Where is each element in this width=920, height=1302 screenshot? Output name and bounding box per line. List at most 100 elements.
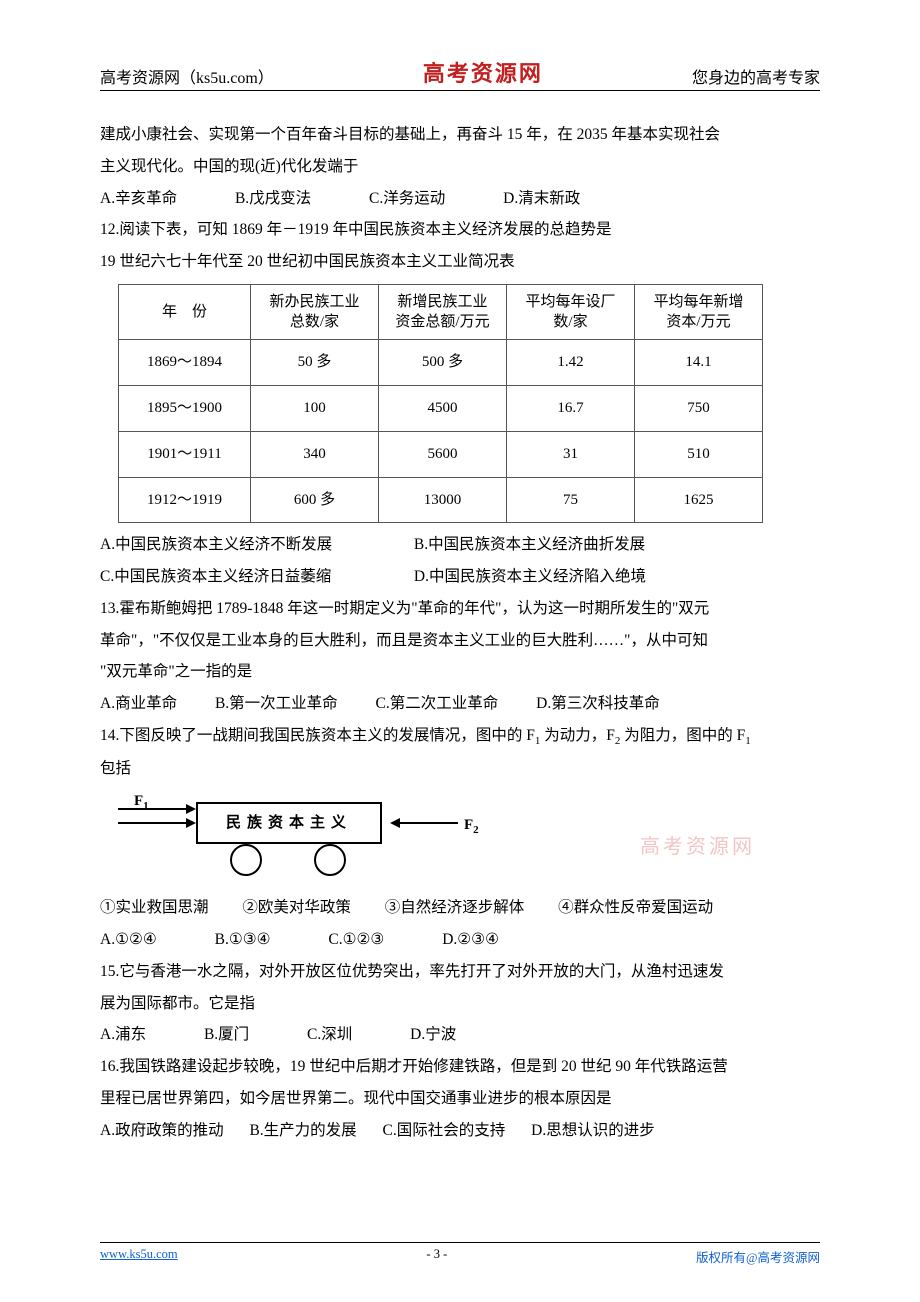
q14-line2: 包括: [100, 753, 820, 785]
q11-opt-b: B.戊戌变法: [235, 183, 311, 215]
q13-opt-d: D.第三次科技革命: [536, 688, 660, 720]
cell: 14.1: [635, 340, 763, 386]
q13-line3: "双元革命"之一指的是: [100, 656, 820, 688]
q14-item-2: ②欧美对华政策: [242, 892, 351, 924]
q13-line2: 革命"，"不仅仅是工业本身的巨大胜利，而且是资本主义工业的巨大胜利……"，从中可…: [100, 625, 820, 657]
q14-opt-c: C.①②③: [328, 924, 384, 956]
q14-item-1: ①实业救国思潮: [100, 892, 209, 924]
q16-line2: 里程已居世界第四，如今居世界第二。现代中国交通事业进步的根本原因是: [100, 1083, 820, 1115]
q11-options: A.辛亥革命 B.戊戌变法 C.洋务运动 D.清末新政: [100, 183, 820, 215]
cell: 4500: [379, 386, 507, 432]
q14-opt-d: D.②③④: [442, 924, 499, 956]
q14-opt-b: B.①③④: [215, 924, 271, 956]
th-capital: 新增民族工业资金总额/万元: [379, 284, 507, 340]
cell: 75: [507, 477, 635, 523]
q12-opt-c: C.中国民族资本主义经济日益萎缩: [100, 561, 410, 593]
cell: 1901～1911: [119, 431, 251, 477]
cell: 510: [635, 431, 763, 477]
table-header-row: 年 份 新办民族工业总数/家 新增民族工业资金总额/万元 平均每年设厂数/家 平…: [119, 284, 763, 340]
f2-label: F2: [464, 810, 479, 842]
cell: 1869～1894: [119, 340, 251, 386]
arrow-f2-head: [390, 818, 400, 828]
footer-copyright: 版权所有@高考资源网: [696, 1247, 820, 1266]
page-header: 高考资源网（ks5u.com） 高考资源网 您身边的高考专家: [100, 56, 820, 91]
q12-opt-a: A.中国民族资本主义经济不断发展: [100, 529, 410, 561]
table-row: 1869～1894 50 多 500 多 1.42 14.1: [119, 340, 763, 386]
q16-line1: 16.我国铁路建设起步较晚，19 世纪中后期才开始修建铁路，但是到 20 世纪 …: [100, 1051, 820, 1083]
th-total: 新办民族工业总数/家: [251, 284, 379, 340]
q14-item-4: ④群众性反帝爱国运动: [558, 892, 713, 924]
q11-tail-line1: 建成小康社会、实现第一个百年奋斗目标的基础上，再奋斗 15 年，在 2035 年…: [100, 119, 820, 151]
arrow-f1-top-head: [186, 804, 196, 814]
q15-opt-b: B.厦门: [204, 1019, 249, 1051]
q14-opt-a: A.①②④: [100, 924, 157, 956]
q12-options-row1: A.中国民族资本主义经济不断发展 B.中国民族资本主义经济曲折发展: [100, 529, 820, 561]
arrow-f1-bottom-head: [186, 818, 196, 828]
document-body: 建成小康社会、实现第一个百年奋斗目标的基础上，再奋斗 15 年，在 2035 年…: [100, 119, 820, 1146]
q16-opt-b: B.生产力的发展: [249, 1115, 356, 1147]
cell: 100: [251, 386, 379, 432]
q15-options: A.浦东 B.厦门 C.深圳 D.宁波: [100, 1019, 820, 1051]
q16-opt-a: A.政府政策的推动: [100, 1115, 224, 1147]
q11-opt-d: D.清末新政: [503, 183, 580, 215]
cell: 340: [251, 431, 379, 477]
th-year: 年 份: [119, 284, 251, 340]
cell: 1625: [635, 477, 763, 523]
header-center-logo: 高考资源网: [423, 56, 543, 88]
f1-label: F1: [134, 786, 149, 818]
cell: 500 多: [379, 340, 507, 386]
header-right: 您身边的高考专家: [692, 64, 820, 88]
arrow-f2: [400, 822, 458, 824]
arrow-f1-bottom: [118, 822, 188, 824]
watermark-text: 高考资源网: [640, 827, 755, 868]
header-left: 高考资源网（ks5u.com）: [100, 64, 274, 88]
cell: 5600: [379, 431, 507, 477]
q13-opt-b: B.第一次工业革命: [215, 688, 338, 720]
wheel-icon: [314, 844, 346, 876]
cell: 13000: [379, 477, 507, 523]
q13-options: A.商业革命 B.第一次工业革命 C.第二次工业革命 D.第三次科技革命: [100, 688, 820, 720]
q11-opt-c: C.洋务运动: [369, 183, 445, 215]
cell: 750: [635, 386, 763, 432]
q15-line1: 15.它与香港一水之隔，对外开放区位优势突出，率先打开了对外开放的大门，从渔村迅…: [100, 956, 820, 988]
footer-url[interactable]: www.ks5u.com: [100, 1247, 178, 1266]
q15-opt-d: D.宁波: [410, 1019, 456, 1051]
th-avg-capital: 平均每年新增资本/万元: [635, 284, 763, 340]
q12-opt-b: B.中国民族资本主义经济曲折发展: [414, 536, 645, 553]
table-row: 1901～1911 340 5600 31 510: [119, 431, 763, 477]
q15-line2: 展为国际都市。它是指: [100, 988, 820, 1020]
page-footer: www.ks5u.com - 3 - 版权所有@高考资源网: [100, 1242, 820, 1266]
q11-tail-line2: 主义现代化。中国的现(近)代化发端于: [100, 151, 820, 183]
q13-line1: 13.霍布斯鲍姆把 1789-1848 年这一时期定义为"革命的年代"，认为这一…: [100, 593, 820, 625]
q14-line1: 14.下图反映了一战期间我国民族资本主义的发展情况，图中的 F1 为动力，F2 …: [100, 720, 820, 753]
q16-opt-d: D.思想认识的进步: [531, 1115, 655, 1147]
q12-caption: 19 世纪六七十年代至 20 世纪初中国民族资本主义工业简况表: [100, 246, 820, 278]
q12-stem: 12.阅读下表，可知 1869 年－1919 年中国民族资本主义经济发展的总趋势…: [100, 214, 820, 246]
footer-page-number: - 3 -: [426, 1247, 447, 1266]
q14-items: ①实业救国思潮 ②欧美对华政策 ③自然经济逐步解体 ④群众性反帝爱国运动: [100, 892, 820, 924]
cell: 16.7: [507, 386, 635, 432]
arrow-f1-top: [118, 808, 188, 810]
cell: 1.42: [507, 340, 635, 386]
diagram-box: 民族资本主义: [196, 802, 382, 844]
q16-options: A.政府政策的推动 B.生产力的发展 C.国际社会的支持 D.思想认识的进步: [100, 1115, 820, 1147]
wheel-icon: [230, 844, 262, 876]
q15-opt-c: C.深圳: [307, 1019, 352, 1051]
q13-opt-a: A.商业革命: [100, 688, 177, 720]
cell: 1895～1900: [119, 386, 251, 432]
q13-opt-c: C.第二次工业革命: [376, 688, 499, 720]
cell: 600 多: [251, 477, 379, 523]
table-row: 1895～1900 100 4500 16.7 750: [119, 386, 763, 432]
q14-options: A.①②④ B.①③④ C.①②③ D.②③④: [100, 924, 820, 956]
q11-opt-a: A.辛亥革命: [100, 183, 177, 215]
q12-table: 年 份 新办民族工业总数/家 新增民族工业资金总额/万元 平均每年设厂数/家 平…: [118, 284, 763, 524]
q12-options-row2: C.中国民族资本主义经济日益萎缩 D.中国民族资本主义经济陷入绝境: [100, 561, 820, 593]
q16-opt-c: C.国际社会的支持: [383, 1115, 506, 1147]
th-avg-factory: 平均每年设厂数/家: [507, 284, 635, 340]
q14-diagram: F1 民族资本主义 F2: [100, 792, 480, 884]
table-row: 1912～1919 600 多 13000 75 1625: [119, 477, 763, 523]
q14-item-3: ③自然经济逐步解体: [385, 892, 525, 924]
q15-opt-a: A.浦东: [100, 1019, 146, 1051]
cell: 50 多: [251, 340, 379, 386]
cell: 31: [507, 431, 635, 477]
